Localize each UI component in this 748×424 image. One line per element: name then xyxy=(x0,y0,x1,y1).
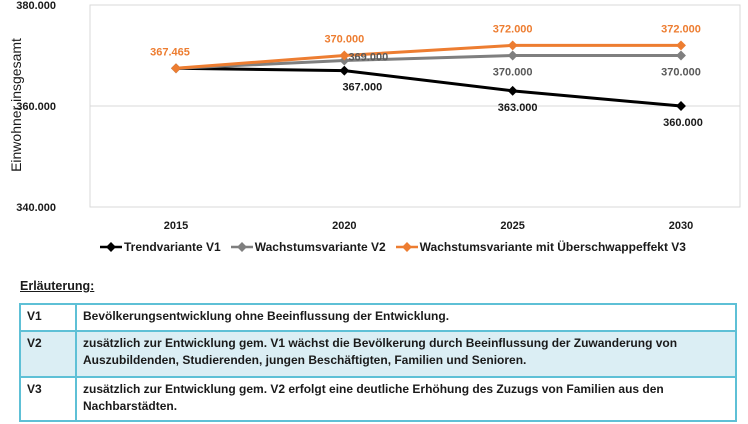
data-point xyxy=(676,50,686,61)
data-label: 369.000 xyxy=(348,52,388,64)
legend-item-v1: Trendvariante V1 xyxy=(100,240,221,254)
legend-label-v1: Trendvariante V1 xyxy=(124,240,221,254)
y-axis-label: Einwohner insgesamt xyxy=(8,38,24,172)
chart-legend: Trendvariante V1 Wachstumsvariante V2 Wa… xyxy=(100,238,686,256)
data-label: 367.000 xyxy=(342,82,382,94)
x-tick-label: 2020 xyxy=(332,220,356,232)
explanation-row-v2: V2 zusätzlich zur Entwicklung gem. V1 wä… xyxy=(19,330,737,378)
series-line xyxy=(175,43,681,70)
series-line xyxy=(175,54,681,70)
explanation-table: V1 Bevölkerungsentwicklung ohne Beeinflu… xyxy=(19,303,737,422)
explanation-code-v2: V2 xyxy=(19,330,77,378)
chart-svg: 340.000 360.000 380.000 2015 2020 2025 2030 Ein… xyxy=(8,0,741,232)
population-chart: 340.000 360.000 380.000 2015 2020 2025 2030 Ein… xyxy=(8,0,741,232)
data-label: 363.000 xyxy=(498,102,538,114)
data-point xyxy=(507,85,518,96)
explanation-row-v3: V3 zusätzlich zur Entwicklung gem. V2 er… xyxy=(19,376,737,422)
data-point xyxy=(507,50,518,61)
data-label: 372.000 xyxy=(493,23,533,35)
data-label: 360.000 xyxy=(663,117,703,129)
explanation-title: Erläuterung: xyxy=(20,279,95,293)
legend-label-v2: Wachstumsvariante V2 xyxy=(254,240,386,254)
explanation-text-v2: zusätzlich zur Entwicklung gem. V1 wächs… xyxy=(75,330,737,378)
explanation-row-v1: V1 Bevölkerungsentwicklung ohne Beeinflu… xyxy=(19,303,737,332)
legend-swatch-v2 xyxy=(230,242,253,252)
explanation-text-v1: Bevölkerungsentwicklung ohne Beeinflussu… xyxy=(75,303,737,332)
x-tick-label: 2025 xyxy=(500,220,524,232)
x-tick-label: 2015 xyxy=(164,220,188,232)
legend-label-v3: Wachstumsvariante mit Überschwappeffekt … xyxy=(419,240,686,254)
data-label: 372.000 xyxy=(661,23,701,35)
data-point xyxy=(507,40,518,51)
x-tick-label: 2030 xyxy=(669,220,693,232)
data-point xyxy=(339,65,350,76)
y-tick-label: 380.000 xyxy=(16,0,56,12)
data-label: 370.000 xyxy=(661,67,701,79)
legend-item-v3: Wachstumsvariante mit Überschwappeffekt … xyxy=(395,240,686,254)
legend-swatch-v1 xyxy=(100,242,122,252)
explanation-text-v3: zusätzlich zur Entwicklung gem. V2 erfol… xyxy=(75,376,737,422)
data-label: 367.465 xyxy=(150,46,190,58)
series-line xyxy=(175,66,682,108)
y-tick-label: 340.000 xyxy=(16,202,56,214)
data-label: 370.000 xyxy=(493,67,533,79)
explanation-code-v3: V3 xyxy=(19,376,77,422)
legend-swatch-v3 xyxy=(395,242,418,252)
legend-item-v2: Wachstumsvariante V2 xyxy=(230,240,386,254)
data-label: 370.000 xyxy=(324,34,364,46)
data-point xyxy=(676,101,686,111)
explanation-code-v1: V1 xyxy=(19,303,77,332)
y-tick-label: 360.000 xyxy=(16,101,56,113)
data-point xyxy=(676,40,686,51)
data-point xyxy=(171,63,181,74)
